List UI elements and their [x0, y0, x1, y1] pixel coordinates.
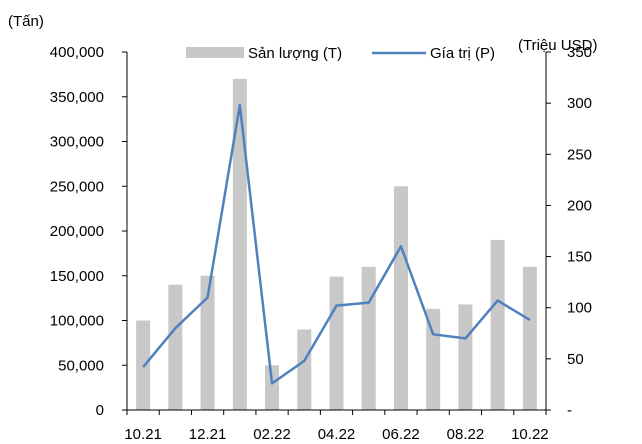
right-tick-label: -	[567, 402, 572, 419]
bar-10.22	[522, 266, 537, 410]
x-tick-label: 12.21	[189, 426, 227, 443]
legend: Sản lượng (T) Gía trị (P)	[186, 45, 495, 62]
left-tick-label: 150,000	[50, 268, 104, 285]
left-tick-label: 200,000	[50, 223, 104, 240]
right-axis-ticks: - 50 100 150 200 250 300 350	[546, 44, 592, 419]
right-tick-label: 300	[567, 95, 592, 112]
left-axis-ticks: 0 50,000 100,000 150,000 200,000 250,000 300,0…	[50, 44, 127, 419]
bar-01.22	[232, 78, 247, 410]
left-tick-label: 100,000	[50, 313, 104, 330]
bar-02.22	[265, 365, 280, 410]
right-axis-unit-label: (Triệu USD)	[518, 37, 597, 54]
right-tick-label: 100	[567, 300, 592, 317]
legend-label-bar: Sản lượng (T)	[248, 45, 342, 62]
legend-swatch-bar	[186, 47, 244, 58]
bar-11.21	[168, 284, 183, 410]
left-tick-label: 350,000	[50, 89, 104, 106]
x-tick-label: 08.22	[447, 426, 485, 443]
bar-09.22	[490, 239, 505, 410]
x-tick-label: 10.22	[511, 426, 549, 443]
left-tick-label: 250,000	[50, 178, 104, 195]
right-tick-label: 250	[567, 146, 592, 163]
right-tick-label: 50	[567, 351, 584, 368]
line-series	[142, 103, 531, 385]
left-axis-unit-label: (Tấn)	[8, 13, 44, 30]
right-tick-label: 200	[567, 197, 592, 214]
bar-06.22	[393, 186, 408, 410]
x-tick-label: 02.22	[253, 426, 291, 443]
bar-series	[136, 78, 537, 410]
x-tick-label: 06.22	[382, 426, 420, 443]
bar-05.22	[361, 266, 376, 410]
bar-12.21	[200, 275, 215, 410]
bar-08.22	[458, 304, 473, 410]
left-tick-label: 0	[96, 402, 104, 419]
left-tick-label: 50,000	[58, 357, 104, 374]
left-tick-label: 300,000	[50, 134, 104, 151]
x-tick-label: 04.22	[318, 426, 356, 443]
x-axis-ticks: 10.21 12.21 02.22 04.22 06.22 08.22 10.22	[124, 410, 549, 443]
x-tick-label: 10.21	[124, 426, 162, 443]
right-tick-label: 350	[567, 44, 592, 61]
right-tick-label: 150	[567, 249, 592, 266]
bar-03.22	[297, 329, 312, 410]
left-tick-label: 400,000	[50, 44, 104, 61]
legend-label-line: Gía trị (P)	[430, 45, 495, 62]
bar-04.22	[329, 276, 344, 410]
